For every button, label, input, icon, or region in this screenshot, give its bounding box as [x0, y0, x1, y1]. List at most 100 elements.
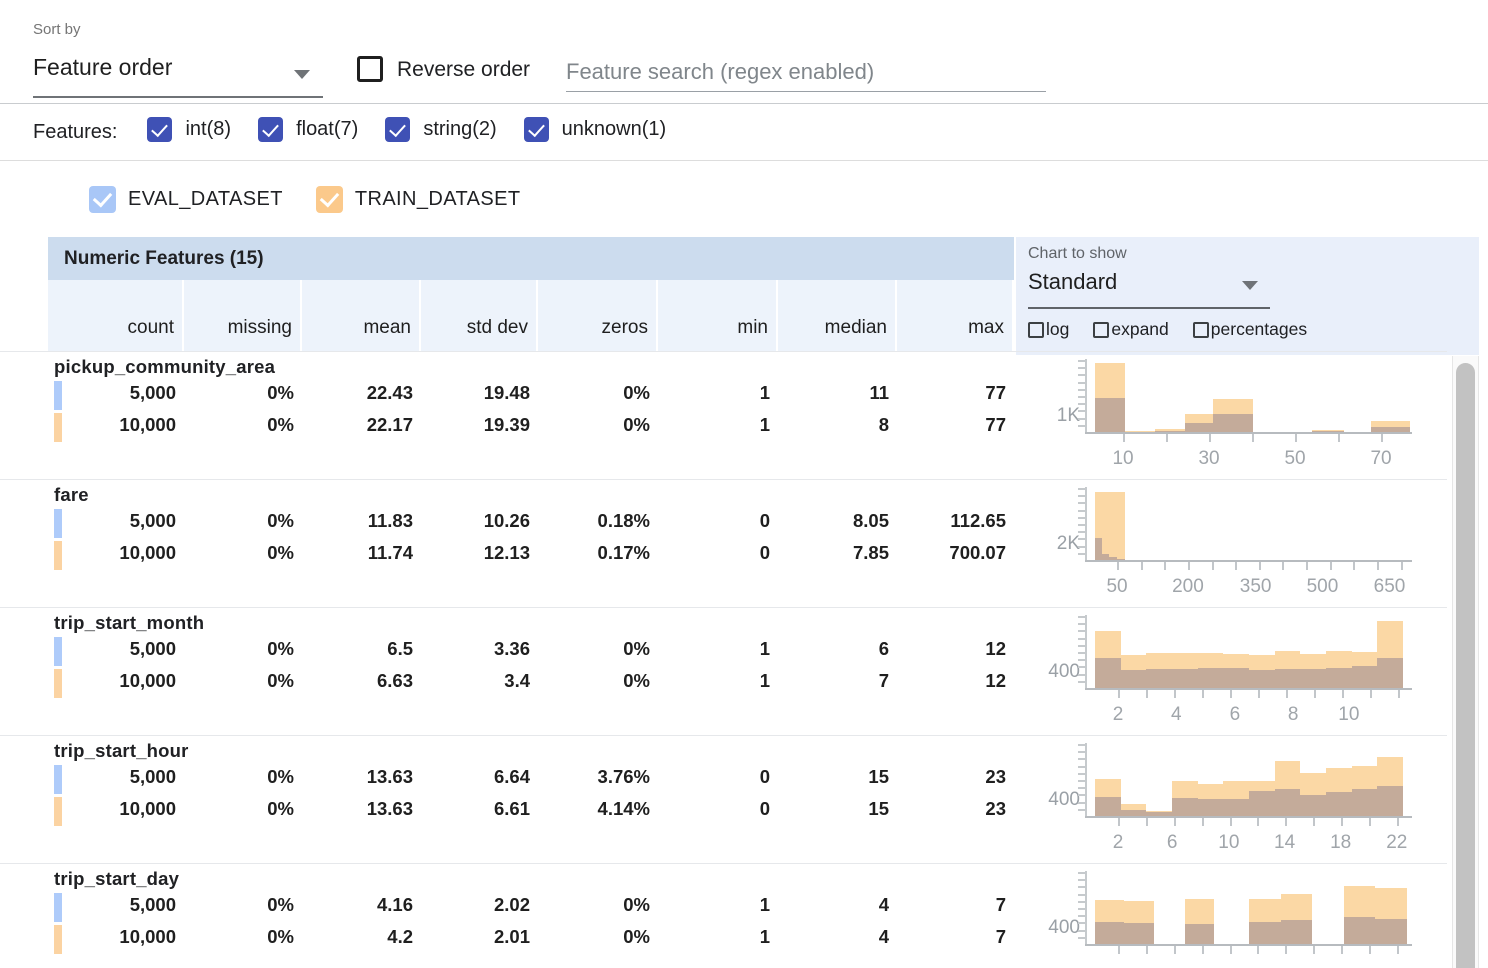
y-axis-tick [1078, 900, 1085, 903]
feature-histogram: 400 2 4 6 8 10 [1030, 608, 1422, 736]
x-axis-tick [1341, 818, 1343, 826]
checkbox-unchecked-icon[interactable] [1093, 321, 1110, 338]
stat-value-std-dev: 19.48 [483, 382, 530, 403]
vertical-scrollbar[interactable] [1452, 356, 1479, 968]
stat-value-missing: 0% [267, 894, 294, 915]
x-axis-tick [1164, 562, 1167, 570]
dataset-label: TRAIN_DATASET [354, 187, 521, 210]
y-axis-tick [1078, 808, 1085, 811]
histogram-bar-train [1312, 430, 1344, 432]
x-axis-tick-label: 10 [1218, 832, 1240, 853]
x-axis-tick [1400, 562, 1403, 570]
feature-row: pickup_community_area 5,000 0% 22.43 19.48 0%… [0, 351, 1447, 479]
y-axis-label: 400 [1048, 661, 1080, 682]
x-axis-tick-label: 350 [1239, 576, 1272, 597]
x-axis-tick [1117, 818, 1120, 826]
x-axis-tick [1173, 946, 1176, 954]
dataset-color-swatch [54, 381, 62, 410]
histogram-bar-overlap [1223, 667, 1250, 688]
x-axis-tick [1123, 434, 1126, 442]
stat-value-max: 112.65 [950, 510, 1006, 531]
dataset-toggle-train_dataset[interactable]: TRAIN_DATASET [315, 185, 521, 213]
x-axis-tick [1313, 946, 1316, 954]
checkbox-checked-icon[interactable] [147, 117, 173, 142]
stat-value-max: 12 [985, 638, 1006, 659]
histogram-bar-overlap [1101, 553, 1110, 560]
histogram-bar-overlap [1146, 812, 1172, 816]
x-axis-tick [1187, 562, 1190, 570]
chart-toggle-percentages[interactable]: percentages [1192, 319, 1307, 340]
stat-value-missing: 0% [267, 798, 294, 819]
stat-value-max: 23 [985, 766, 1006, 787]
checkbox-checked-icon[interactable] [89, 185, 116, 213]
x-axis-tick [1140, 562, 1143, 570]
x-axis-tick [1396, 946, 1399, 954]
chart-type-dropdown[interactable]: Standard [1028, 269, 1118, 294]
stat-value-median: 7 [878, 670, 889, 691]
reverse-order-checkbox[interactable] [357, 56, 383, 82]
stat-value-median: 8.05 [852, 510, 889, 531]
stat-value-count: 5,000 [129, 510, 176, 531]
checkbox-checked-icon[interactable] [523, 117, 549, 142]
x-axis-tick-label: 500 [1306, 576, 1339, 597]
histogram-bar-overlap [1325, 667, 1352, 688]
stat-value-zeros: 0.17% [597, 542, 650, 563]
column-header-std-dev: std dev [421, 280, 538, 351]
column-header-median: median [778, 280, 897, 351]
checkbox-checked-icon[interactable] [315, 185, 343, 213]
feature-histogram: 400 [1030, 864, 1422, 968]
stat-value-min: 0 [759, 766, 770, 787]
stat-value-std-dev: 12.13 [483, 542, 530, 563]
x-axis-tick-label: 2 [1112, 704, 1124, 725]
y-axis-tick [1078, 424, 1085, 427]
histogram-bar-overlap [1146, 669, 1172, 688]
histogram-bar-overlap [1109, 557, 1118, 560]
x-axis-tick [1229, 946, 1232, 954]
chevron-down-icon[interactable] [294, 70, 310, 79]
dataset-toggle-eval_dataset[interactable]: EVAL_DATASET [89, 185, 283, 213]
stat-value-mean: 6.63 [376, 670, 413, 691]
scrollbar-thumb[interactable] [1456, 363, 1475, 968]
stat-value-mean: 6.5 [387, 638, 413, 659]
stat-value-mean: 22.43 [366, 382, 413, 403]
feature-type-filter[interactable]: unknown(1) [523, 117, 666, 142]
y-axis-tick [1078, 744, 1085, 746]
histogram-bar-overlap [1249, 790, 1275, 816]
chart-toggle-expand[interactable]: expand [1093, 319, 1169, 340]
x-axis-tick [1145, 946, 1148, 954]
stat-value-zeros: 0% [623, 926, 650, 947]
chevron-down-icon[interactable] [1242, 281, 1258, 290]
histogram-bar-train [1124, 431, 1155, 432]
checkbox-unchecked-icon[interactable] [1192, 321, 1209, 338]
feature-histogram: 2K 50 200 350 500 650 [1030, 480, 1422, 608]
dataset-color-swatch [54, 669, 62, 698]
chart-toggle-log[interactable]: log [1028, 319, 1069, 340]
dataset-label: EVAL_DATASET [128, 187, 283, 210]
y-axis-label: 1K [1056, 405, 1080, 426]
y-axis-tick [1078, 751, 1085, 754]
x-axis-tick [1145, 818, 1148, 826]
y-axis-tick [1078, 652, 1085, 654]
stat-value-min: 1 [759, 926, 770, 947]
feature-type-filter[interactable]: string(2) [385, 117, 497, 142]
feature-search-input[interactable] [566, 52, 1046, 92]
sort-by-dropdown[interactable]: Feature order [33, 54, 173, 80]
y-axis-tick [1078, 502, 1085, 505]
feature-name: trip_start_hour [54, 740, 189, 761]
x-axis-tick [1381, 434, 1384, 442]
checkbox-unchecked-icon[interactable] [1028, 321, 1044, 338]
stat-value-zeros: 0% [623, 894, 650, 915]
stat-value-count: 10,000 [119, 414, 176, 435]
histogram-bar-overlap [1185, 923, 1215, 944]
dataset-legend-row: EVAL_DATASET TRAIN_DATASET [0, 161, 1488, 237]
feature-type-filter[interactable]: int(8) [147, 117, 231, 142]
feature-name: pickup_community_area [54, 356, 276, 377]
feature-type-filter[interactable]: float(7) [258, 117, 358, 142]
x-axis-tick [1258, 690, 1261, 698]
checkbox-checked-icon[interactable] [385, 117, 411, 142]
stat-value-median: 15 [868, 766, 889, 787]
x-axis-tick [1202, 690, 1205, 698]
histogram-bar-overlap [1351, 666, 1378, 688]
checkbox-checked-icon[interactable] [258, 117, 284, 142]
y-axis-label: 400 [1048, 917, 1080, 938]
